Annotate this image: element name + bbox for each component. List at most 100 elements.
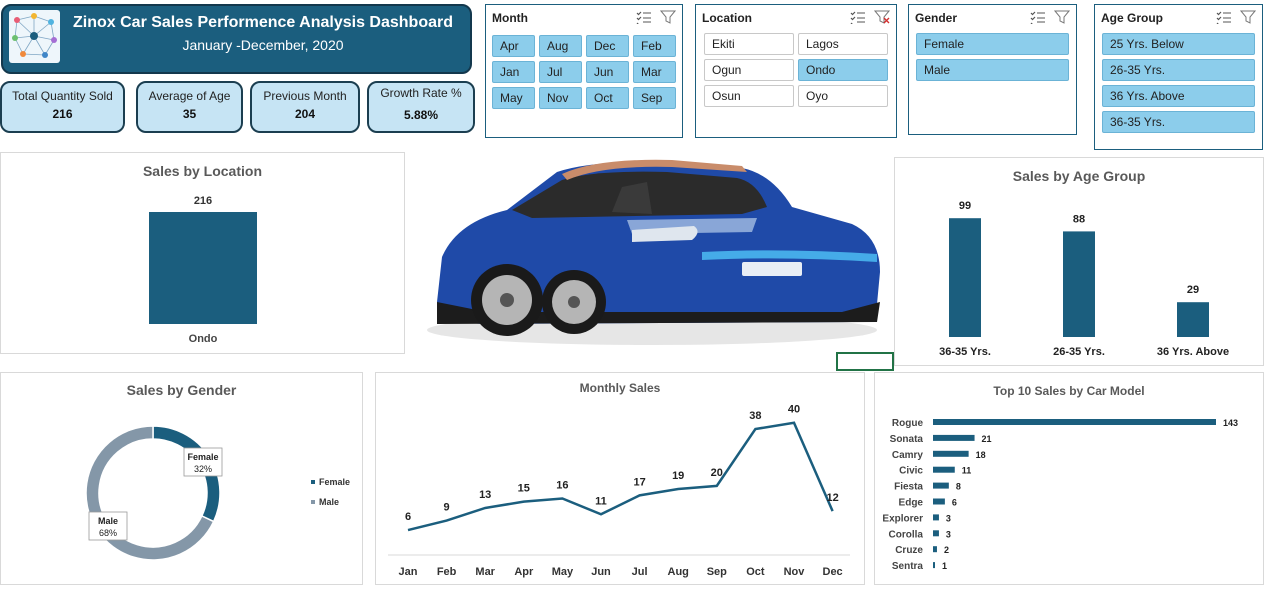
callout-category: Female	[187, 452, 218, 462]
slicer-item-osun[interactable]: Osun	[704, 85, 794, 107]
slicer-item-mar[interactable]: Mar	[633, 61, 676, 83]
clear-filter-icon[interactable]	[1240, 10, 1256, 24]
model-bar	[933, 482, 949, 489]
slicer-item-sep[interactable]: Sep	[633, 87, 676, 109]
category-label: 26-35 Yrs.	[1053, 346, 1105, 358]
data-label: 20	[711, 467, 723, 479]
data-label: 216	[194, 195, 212, 207]
slicer-item-oct[interactable]: Oct	[586, 87, 629, 109]
selected-cell[interactable]	[836, 352, 894, 371]
data-label: 1	[942, 561, 947, 571]
model-label: Explorer	[882, 513, 923, 524]
slicer-item-dec[interactable]: Dec	[586, 35, 629, 57]
month-slicer: Month Apr Aug Dec Feb Jan Jul Jun Mar May Nov Oct S…	[485, 4, 683, 138]
data-label: 2	[944, 545, 949, 555]
dashboard-subtitle: January -December, 2020	[182, 37, 344, 53]
location-bar-plot: 216 Ondo	[149, 195, 257, 345]
age-group-slicer: Age Group 25 Yrs. Below 26-35 Yrs. 36 Yrs.…	[1094, 4, 1263, 150]
slicer-item-ekiti[interactable]: Ekiti	[704, 33, 794, 55]
chart-title: Monthly Sales	[579, 381, 661, 395]
data-label: 29	[1187, 284, 1199, 296]
data-label: 16	[556, 479, 568, 491]
slicer-item-26-35-yrs-[interactable]: 26-35 Yrs.	[1102, 59, 1255, 81]
age-bar	[949, 218, 981, 337]
slicer-item-jul[interactable]: Jul	[539, 61, 582, 83]
car-image	[427, 159, 880, 345]
kpi-value: 35	[182, 107, 197, 121]
slicer-item-36-yrs-above[interactable]: 36 Yrs. Above	[1102, 85, 1255, 107]
data-label: 3	[946, 529, 951, 539]
multi-select-icon[interactable]	[850, 10, 866, 24]
age-group-bar-plot: 99 36-35 Yrs. 88 26-35 Yrs. 29 36 Yrs. Above	[939, 200, 1229, 358]
slicer-title: Month	[492, 11, 528, 25]
multi-select-icon[interactable]	[1216, 10, 1232, 24]
slicer-item-apr[interactable]: Apr	[492, 35, 535, 57]
model-label: Civic	[899, 466, 923, 477]
kpi-label: Average of Age	[148, 89, 231, 103]
data-label: 3	[946, 513, 951, 523]
slicer-item-25-yrs-below[interactable]: 25 Yrs. Below	[1102, 33, 1255, 55]
data-label: 12	[826, 492, 838, 504]
multi-select-icon[interactable]	[1030, 10, 1046, 24]
data-label: 11	[595, 495, 607, 507]
kpi-label: Growth Rate %	[380, 86, 462, 100]
data-label: 88	[1073, 213, 1085, 225]
chart-title: Sales by Location	[142, 163, 263, 179]
slicer-item-jan[interactable]: Jan	[492, 61, 535, 83]
slicer-item-ondo[interactable]: Ondo	[798, 59, 888, 81]
data-label: 40	[788, 404, 800, 416]
sales-by-age-group-chart: Sales by Age Group 99 36-35 Yrs. 88 26-35 Y…	[894, 157, 1264, 366]
chart-title: Sales by Gender	[126, 382, 237, 398]
clear-filter-icon[interactable]	[1054, 10, 1070, 24]
data-label: 18	[976, 450, 986, 460]
data-label: 6	[405, 511, 411, 523]
kpi-total-quantity: Total Quantity Sold 216	[0, 81, 125, 133]
model-label: Edge	[899, 498, 924, 509]
slicer-item-feb[interactable]: Feb	[633, 35, 676, 57]
donut-slice	[85, 425, 215, 561]
slicer-item-oyo[interactable]: Oyo	[798, 85, 888, 107]
dashboard-header	[1, 4, 472, 74]
slicer-item-may[interactable]: May	[492, 87, 535, 109]
logo-icon	[9, 10, 60, 63]
slicer-title: Gender	[915, 11, 958, 25]
location-slicer: Location Ekiti Lagos Ogun Ondo Osun Oyo	[695, 4, 897, 138]
x-tick-label: Feb	[437, 566, 457, 578]
data-callout-box	[183, 447, 223, 477]
sales-by-gender-chart: Sales by Gender Female 32% Male 68% Female Ma…	[0, 372, 363, 585]
slicer-item-36-35-yrs-[interactable]: 36-35 Yrs.	[1102, 111, 1255, 133]
location-bar	[149, 212, 257, 324]
data-label: 8	[956, 482, 961, 492]
slicer-item-jun[interactable]: Jun	[586, 61, 629, 83]
x-tick-label: Jun	[591, 566, 611, 578]
chart-title: Top 10 Sales by Car Model	[993, 384, 1145, 398]
model-bar	[933, 546, 937, 553]
category-label: 36-35 Yrs.	[939, 346, 991, 358]
callout-percent: 68%	[99, 528, 117, 538]
gender-slicer: Gender Female Male	[908, 4, 1077, 135]
multi-select-icon[interactable]	[636, 10, 652, 24]
legend-swatch	[311, 480, 315, 484]
category-label: Ondo	[189, 333, 218, 345]
slicer-item-ogun[interactable]: Ogun	[704, 59, 794, 81]
slicer-item-nov[interactable]: Nov	[539, 87, 582, 109]
data-label: 6	[952, 498, 957, 508]
model-bar	[933, 530, 939, 537]
x-tick-label: Nov	[784, 566, 806, 578]
model-label: Camry	[892, 450, 924, 461]
x-tick-label: May	[552, 566, 574, 578]
model-bar	[933, 498, 945, 505]
model-bar	[933, 514, 939, 521]
clear-filter-icon[interactable]	[874, 10, 890, 24]
slicer-item-lagos[interactable]: Lagos	[798, 33, 888, 55]
slicer-item-aug[interactable]: Aug	[539, 35, 582, 57]
clear-filter-icon[interactable]	[660, 10, 676, 24]
kpi-label: Total Quantity Sold	[12, 89, 113, 103]
slicer-title: Location	[702, 11, 752, 25]
slicer-title: Age Group	[1101, 11, 1163, 25]
slicer-item-female[interactable]: Female	[916, 33, 1069, 55]
slicer-item-male[interactable]: Male	[916, 59, 1069, 81]
data-label: 11	[962, 466, 972, 476]
model-label: Sonata	[890, 434, 924, 445]
x-tick-label: Aug	[668, 566, 689, 578]
